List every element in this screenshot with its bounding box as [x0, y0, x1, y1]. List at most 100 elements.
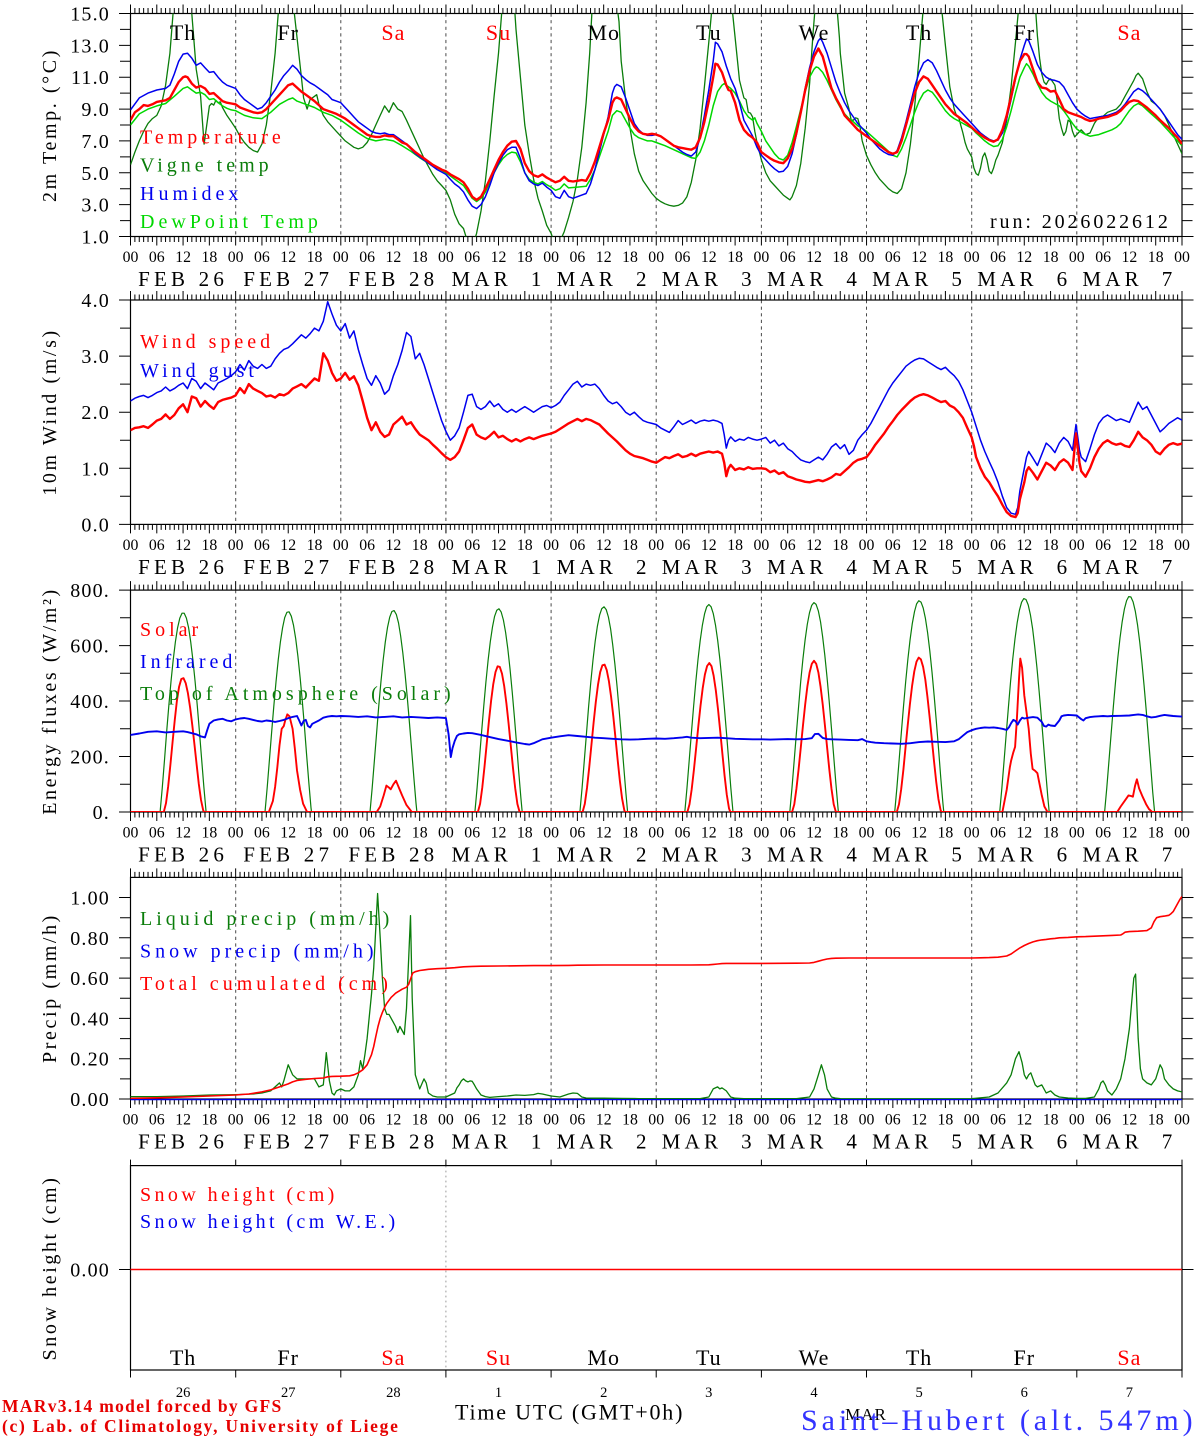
svg-text:06: 06 [990, 825, 1006, 842]
svg-text:12: 12 [1016, 825, 1032, 842]
svg-text:1.0: 1.0 [81, 458, 110, 480]
svg-text:00: 00 [438, 1112, 454, 1129]
svg-text:00: 00 [964, 249, 980, 266]
svg-text:06: 06 [780, 249, 796, 266]
svg-text:Saint–Hubert (alt. 547m): Saint–Hubert (alt. 547m) [801, 1404, 1194, 1437]
svg-text:Su: Su [486, 1345, 511, 1370]
svg-text:00: 00 [438, 249, 454, 266]
svg-text:00: 00 [859, 249, 875, 266]
svg-text:800.: 800. [70, 580, 110, 602]
svg-text:Sa: Sa [381, 1345, 405, 1370]
svg-text:00: 00 [1174, 825, 1190, 842]
svg-text:00: 00 [648, 249, 664, 266]
svg-text:06: 06 [675, 1112, 691, 1129]
svg-text:0.80: 0.80 [70, 928, 110, 950]
svg-text:18: 18 [307, 1112, 323, 1129]
svg-text:0.40: 0.40 [70, 1008, 110, 1030]
svg-text:12: 12 [1122, 249, 1138, 266]
svg-text:00: 00 [543, 249, 559, 266]
svg-text:18: 18 [412, 1112, 428, 1129]
svg-text:0.00: 0.00 [70, 1260, 110, 1282]
svg-text:18: 18 [727, 1112, 743, 1129]
svg-text:12: 12 [701, 537, 717, 554]
svg-text:06: 06 [464, 1112, 480, 1129]
svg-text:06: 06 [885, 537, 901, 554]
svg-text:18: 18 [622, 1112, 638, 1129]
svg-text:06: 06 [359, 1112, 375, 1129]
svg-text:0.00: 0.00 [70, 1089, 110, 1111]
svg-text:18: 18 [1043, 825, 1059, 842]
svg-text:00: 00 [228, 249, 244, 266]
svg-text:00: 00 [859, 537, 875, 554]
svg-text:MAR 4: MAR 4 [767, 1130, 861, 1154]
svg-text:Snow height (cm): Snow height (cm) [140, 1184, 338, 1206]
svg-text:18: 18 [307, 537, 323, 554]
svg-text:12: 12 [280, 537, 296, 554]
svg-text:18: 18 [517, 1112, 533, 1129]
svg-text:12: 12 [701, 249, 717, 266]
svg-text:06: 06 [780, 825, 796, 842]
svg-text:0.20: 0.20 [70, 1049, 110, 1071]
svg-text:00: 00 [333, 1112, 349, 1129]
svg-text:12: 12 [1122, 537, 1138, 554]
svg-text:06: 06 [149, 537, 165, 554]
svg-text:Fr: Fr [277, 1345, 299, 1370]
svg-text:MAR 3: MAR 3 [662, 267, 756, 291]
svg-text:12: 12 [1016, 1112, 1032, 1129]
svg-text:6: 6 [1021, 1385, 1028, 1401]
svg-text:18: 18 [517, 249, 533, 266]
svg-text:18: 18 [832, 1112, 848, 1129]
svg-text:12: 12 [1016, 537, 1032, 554]
svg-text:Infrared: Infrared [140, 651, 236, 673]
svg-text:7: 7 [1126, 1385, 1133, 1401]
svg-text:MAR 5: MAR 5 [872, 267, 966, 291]
svg-text:00: 00 [754, 537, 770, 554]
svg-text:12: 12 [701, 1112, 717, 1129]
svg-text:00: 00 [648, 537, 664, 554]
svg-text:12: 12 [175, 1112, 191, 1129]
svg-text:MAR 6: MAR 6 [977, 555, 1071, 579]
svg-text:00: 00 [123, 537, 139, 554]
svg-text:00: 00 [754, 1112, 770, 1129]
svg-text:MAR 5: MAR 5 [872, 555, 966, 579]
svg-text:600.: 600. [70, 636, 110, 658]
svg-text:00: 00 [228, 537, 244, 554]
svg-text:06: 06 [885, 249, 901, 266]
svg-text:06: 06 [1095, 537, 1111, 554]
svg-text:Fr: Fr [277, 20, 299, 45]
svg-text:18: 18 [622, 249, 638, 266]
svg-text:06: 06 [464, 825, 480, 842]
svg-text:06: 06 [149, 825, 165, 842]
svg-text:18: 18 [622, 825, 638, 842]
svg-text:Mo: Mo [587, 1345, 620, 1370]
svg-text:06: 06 [780, 1112, 796, 1129]
svg-text:FEB 27: FEB 27 [243, 843, 333, 867]
svg-text:00: 00 [859, 1112, 875, 1129]
svg-text:Liquid precip (mm/h): Liquid precip (mm/h) [140, 908, 393, 930]
svg-text:00: 00 [123, 825, 139, 842]
svg-text:FEB 28: FEB 28 [348, 1130, 438, 1154]
svg-text:12: 12 [701, 825, 717, 842]
svg-text:18: 18 [202, 537, 218, 554]
svg-text:MAR 6: MAR 6 [977, 267, 1071, 291]
svg-text:We: We [799, 1345, 830, 1370]
svg-text:06: 06 [990, 537, 1006, 554]
svg-text:MAR 2: MAR 2 [557, 843, 651, 867]
svg-text:12: 12 [911, 249, 927, 266]
svg-text:00: 00 [648, 825, 664, 842]
svg-text:12: 12 [491, 249, 507, 266]
svg-text:Snow precip (mm/h): Snow precip (mm/h) [140, 941, 378, 963]
svg-text:00: 00 [543, 825, 559, 842]
svg-text:200.: 200. [70, 747, 110, 769]
svg-text:3.0: 3.0 [81, 195, 110, 217]
svg-text:00: 00 [964, 537, 980, 554]
svg-text:12: 12 [806, 825, 822, 842]
svg-text:18: 18 [938, 537, 954, 554]
svg-text:06: 06 [464, 249, 480, 266]
svg-text:18: 18 [1148, 825, 1164, 842]
svg-text:Energy fluxes (W/m²): Energy fluxes (W/m²) [39, 587, 61, 815]
svg-text:MAR 1: MAR 1 [451, 267, 545, 291]
svg-text:7.0: 7.0 [81, 131, 110, 153]
svg-text:Sa: Sa [1117, 1345, 1141, 1370]
svg-text:18: 18 [832, 249, 848, 266]
